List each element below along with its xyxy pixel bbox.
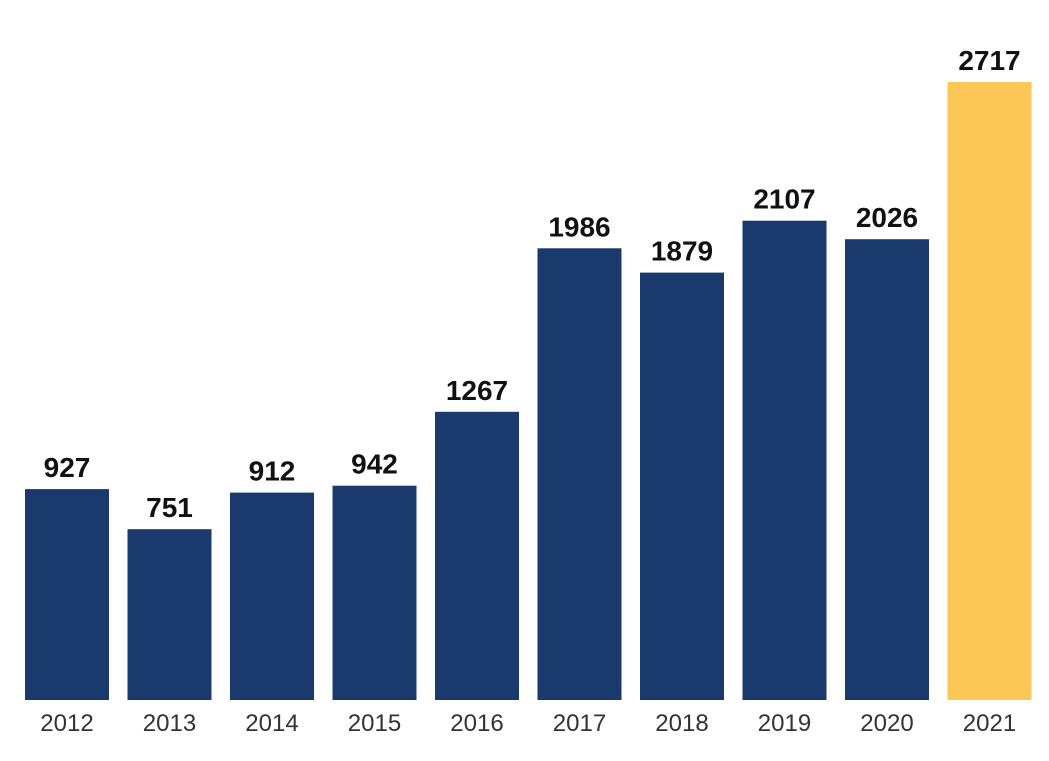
bar-2019 <box>742 220 827 700</box>
x-tick-label-2019: 2019 <box>758 710 811 737</box>
x-tick-label-2021: 2021 <box>963 710 1016 737</box>
data-label-2014: 912 <box>249 456 296 487</box>
data-label-2020: 2026 <box>856 202 918 233</box>
data-label-2021: 2717 <box>958 45 1020 76</box>
bar-2015 <box>332 485 417 700</box>
bar-2017 <box>537 248 622 701</box>
data-label-2013: 751 <box>146 492 193 523</box>
bars-group <box>25 82 1032 701</box>
x-tick-label-2017: 2017 <box>553 710 606 737</box>
bar-2020 <box>845 239 929 700</box>
data-label-2019: 2107 <box>753 184 815 215</box>
x-tick-label-2013: 2013 <box>143 710 196 737</box>
x-tick-label-2020: 2020 <box>860 710 913 737</box>
bar-2016 <box>435 411 519 700</box>
value-labels-group: 927 751 912 942 1267 1986 1879 2107 2026 2717 <box>44 45 1021 523</box>
data-label-2012: 927 <box>44 452 91 483</box>
x-axis-tick-labels: 2012 2013 2014 2015 2016 2017 2018 2019 2020 2021 <box>40 710 1016 737</box>
x-tick-label-2016: 2016 <box>450 710 503 737</box>
x-tick-label-2018: 2018 <box>655 710 708 737</box>
data-label-2015: 942 <box>351 449 398 480</box>
bar-2014 <box>230 492 314 700</box>
data-label-2016: 1267 <box>446 375 508 406</box>
x-tick-label-2012: 2012 <box>40 710 93 737</box>
bar-2012 <box>25 489 109 700</box>
data-label-2017: 1986 <box>548 211 610 242</box>
bar-2013 <box>127 529 212 700</box>
bar-2018 <box>640 272 724 700</box>
x-tick-label-2015: 2015 <box>348 710 401 737</box>
x-tick-label-2014: 2014 <box>245 710 298 737</box>
bar-2021 <box>947 82 1032 700</box>
data-label-2018: 1879 <box>651 236 713 267</box>
